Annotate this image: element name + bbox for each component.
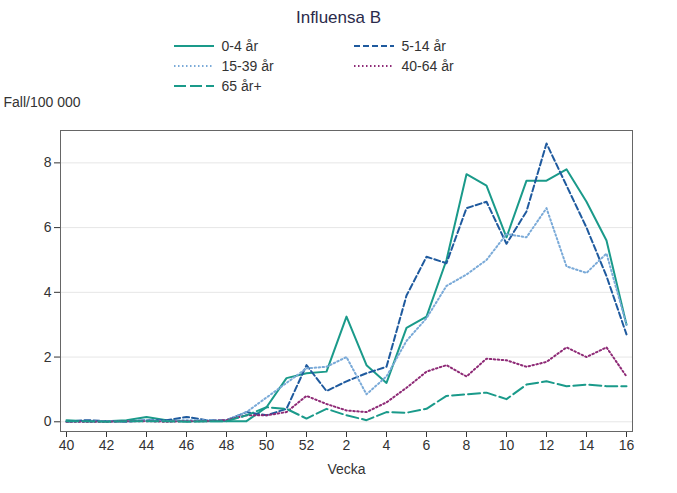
svg-text:4: 4: [383, 437, 391, 453]
svg-text:0: 0: [44, 413, 52, 429]
svg-text:2: 2: [343, 437, 351, 453]
svg-text:40: 40: [59, 437, 75, 453]
svg-text:14: 14: [579, 437, 595, 453]
svg-text:12: 12: [539, 437, 555, 453]
svg-text:44: 44: [139, 437, 155, 453]
html-text:40-64 år: 40-64 år: [401, 58, 454, 74]
svg-text:6: 6: [423, 437, 431, 453]
html-text:5-14 år: 5-14 år: [401, 38, 446, 54]
svg-text:2: 2: [44, 349, 52, 365]
svg-text:Fall/100 000: Fall/100 000: [4, 94, 81, 110]
html-text:15-39 år: 15-39 år: [221, 58, 274, 74]
svg-text:16: 16: [619, 437, 635, 453]
svg-text:52: 52: [299, 437, 315, 453]
svg-text:Vecka: Vecka: [327, 461, 365, 477]
html-text:Influensa B: Influensa B: [296, 8, 381, 27]
html-text:0-4 år: 0-4 år: [221, 38, 259, 54]
svg-text:50: 50: [259, 437, 275, 453]
svg-text:4: 4: [44, 284, 52, 300]
svg-text:46: 46: [179, 437, 195, 453]
svg-text:10: 10: [499, 437, 515, 453]
svg-text:8: 8: [463, 437, 471, 453]
svg-text:6: 6: [44, 219, 52, 235]
svg-text:8: 8: [44, 154, 52, 170]
svg-text:48: 48: [219, 437, 235, 453]
html-text:65 år+: 65 år+: [221, 78, 262, 94]
svg-text:42: 42: [99, 437, 115, 453]
